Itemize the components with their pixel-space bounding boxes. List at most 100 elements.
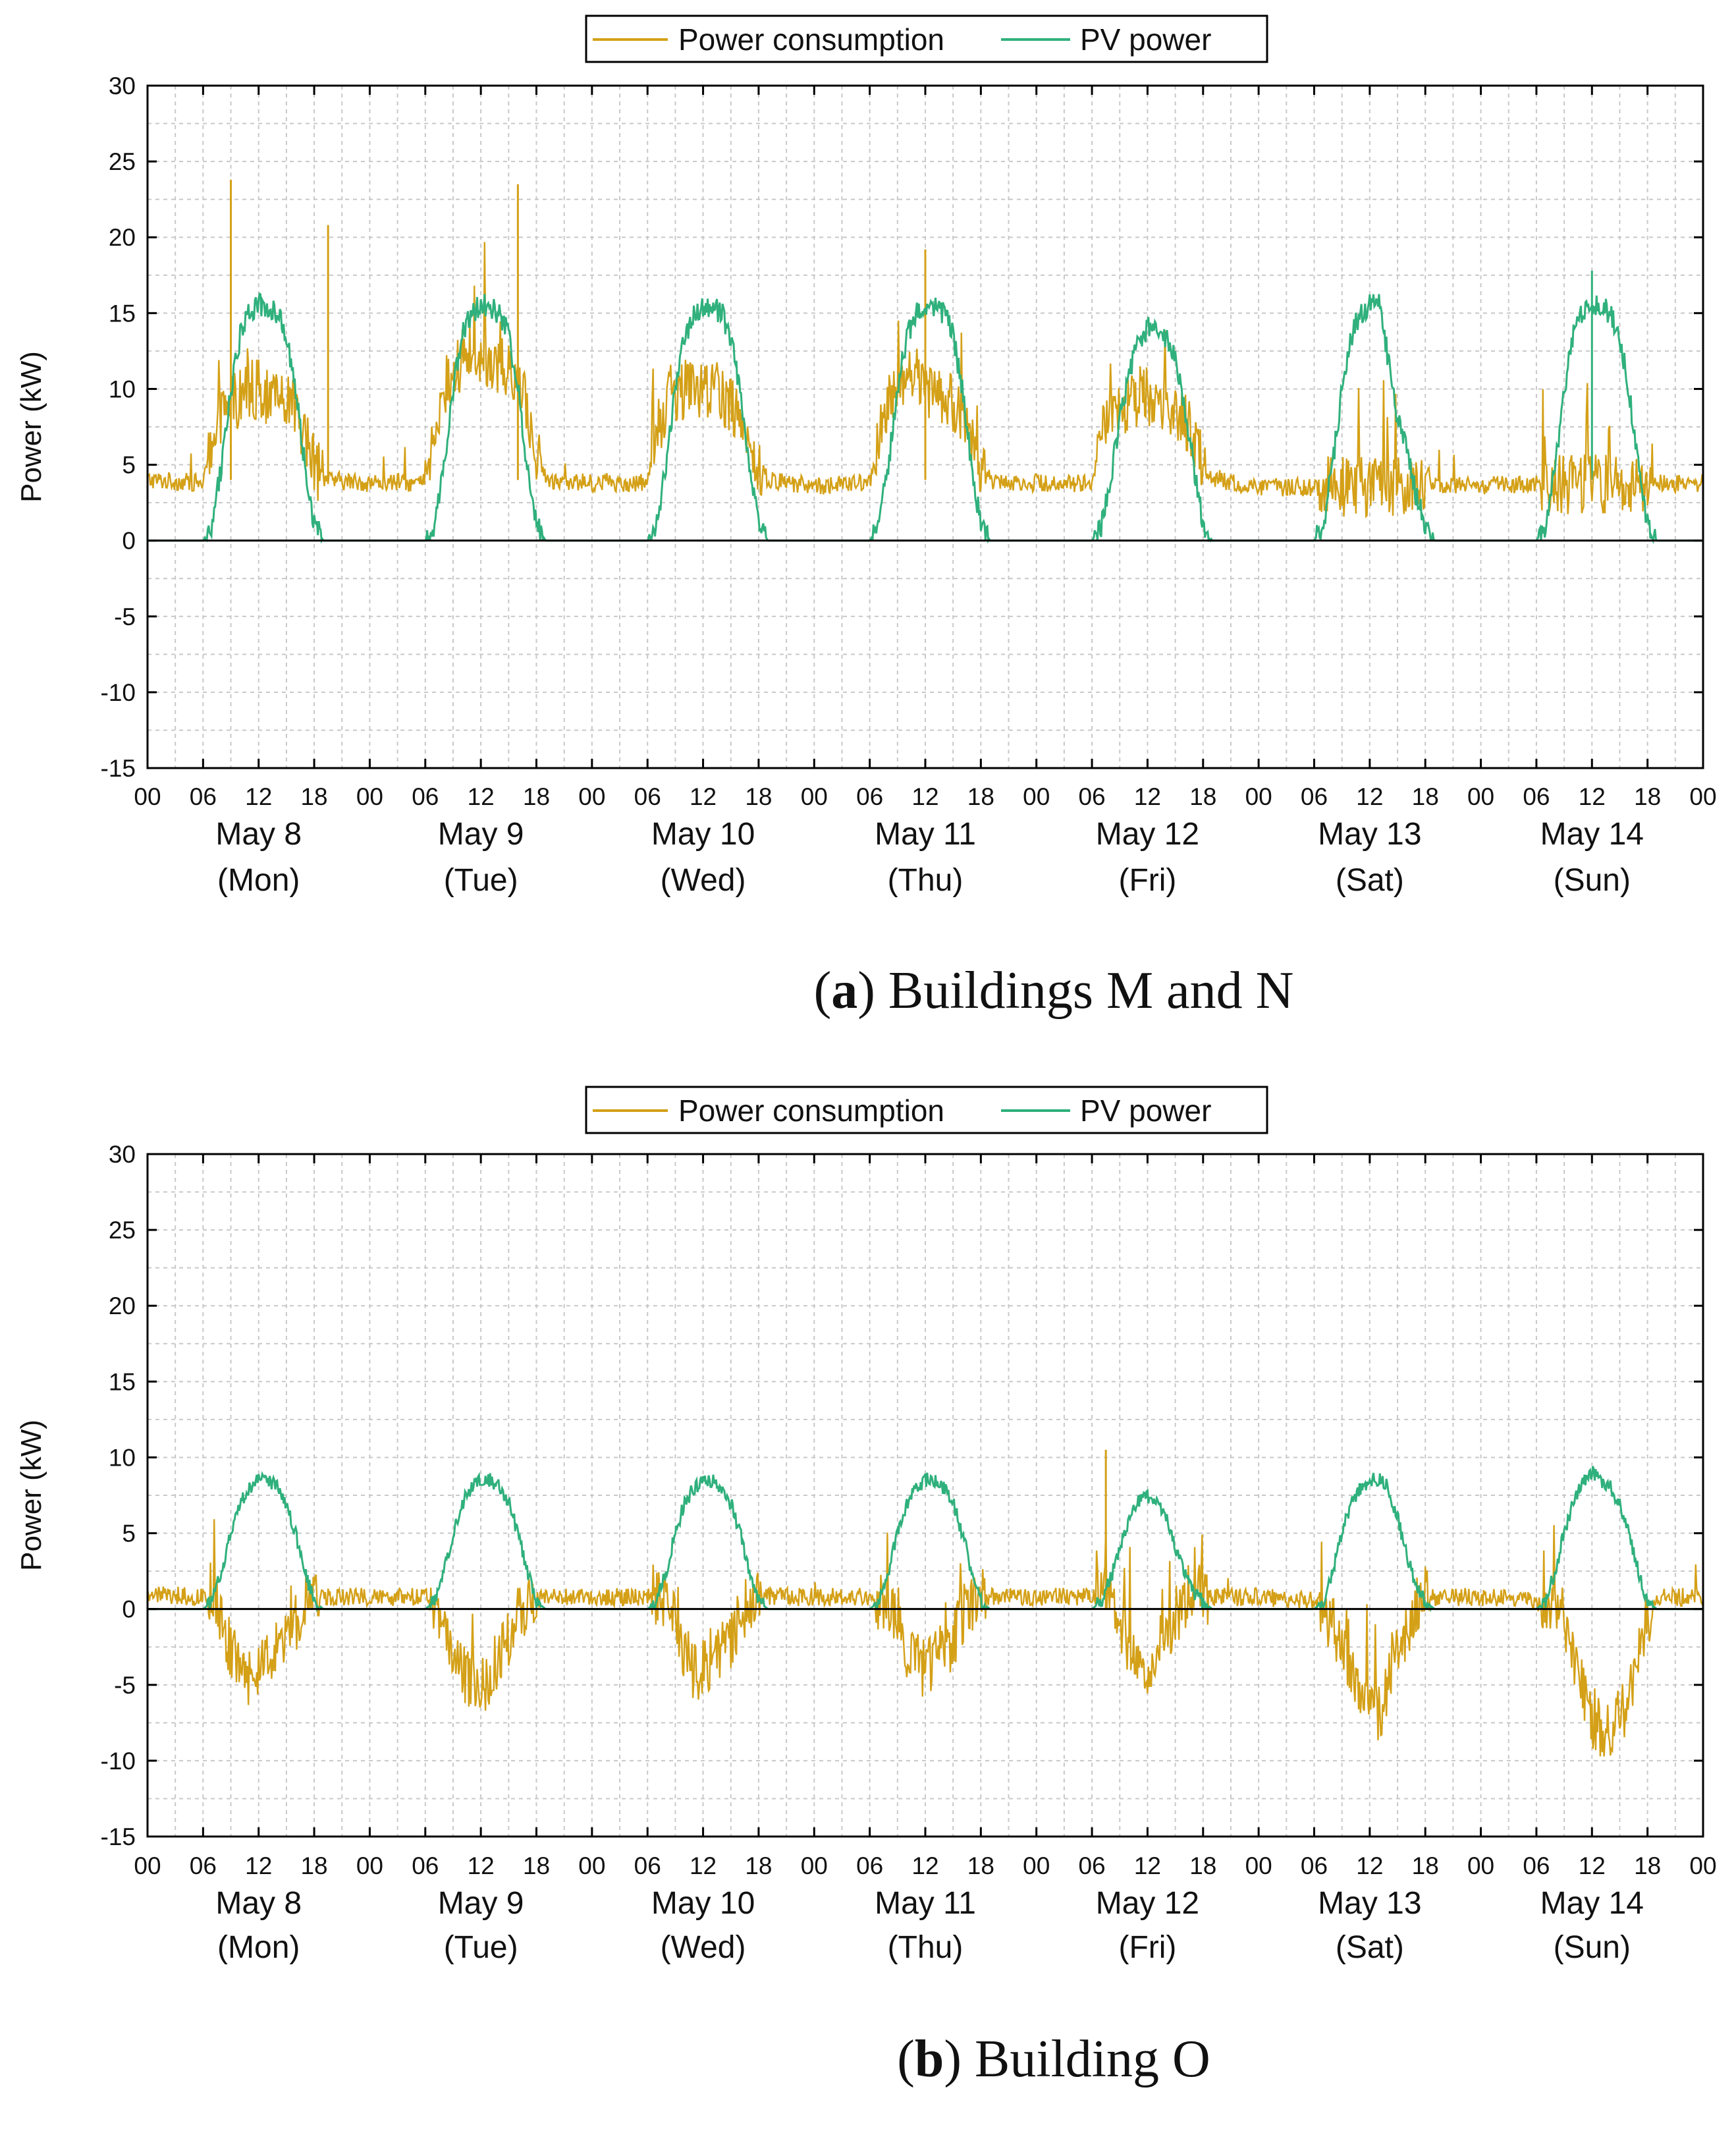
caption-close-paren: ) bbox=[944, 2030, 962, 2088]
day-weekday-label: (Tue) bbox=[444, 863, 518, 898]
x-tick-label: 12 bbox=[911, 1852, 938, 1879]
x-tick-label: 18 bbox=[300, 783, 327, 810]
x-tick-label: 06 bbox=[1523, 1852, 1550, 1879]
x-tick-label: 06 bbox=[1301, 783, 1328, 810]
day-date-label: May 13 bbox=[1318, 817, 1421, 852]
x-tick-label: 18 bbox=[745, 783, 772, 810]
day-date-label: May 9 bbox=[438, 1886, 524, 1921]
caption-text: Buildings M and N bbox=[875, 962, 1294, 1020]
y-tick-label: -10 bbox=[101, 679, 136, 706]
x-tick-label: 00 bbox=[1689, 783, 1716, 810]
x-tick-label: 18 bbox=[967, 1852, 994, 1879]
y-tick-label: -15 bbox=[101, 1823, 136, 1850]
panel-caption: (b) Building O bbox=[897, 2030, 1210, 2088]
x-tick-label: 06 bbox=[190, 783, 217, 810]
y-axis-label: Power (kW) bbox=[15, 351, 47, 503]
x-tick-label: 12 bbox=[1134, 783, 1161, 810]
y-tick-label: -15 bbox=[101, 755, 136, 782]
x-tick-label: 18 bbox=[1412, 1852, 1439, 1879]
x-tick-label: 06 bbox=[1301, 1852, 1328, 1879]
x-tick-label: 12 bbox=[690, 1852, 717, 1879]
caption-letter: a bbox=[831, 962, 857, 1020]
y-tick-label: 30 bbox=[109, 72, 136, 99]
x-tick-label: 00 bbox=[1245, 783, 1272, 810]
y-tick-label: 25 bbox=[109, 148, 136, 175]
day-date-label: May 10 bbox=[651, 1886, 755, 1921]
caption-open-paren: ( bbox=[814, 962, 832, 1020]
y-tick-label: 15 bbox=[109, 300, 136, 327]
x-tick-label: 00 bbox=[1467, 1852, 1494, 1879]
x-tick-label: 06 bbox=[1078, 1852, 1105, 1879]
day-weekday-label: (Thu) bbox=[888, 863, 963, 898]
day-date-label: May 8 bbox=[215, 817, 302, 852]
x-tick-label: 18 bbox=[523, 1852, 550, 1879]
x-tick-label: 12 bbox=[468, 1852, 495, 1879]
x-tick-label: 12 bbox=[1134, 1852, 1161, 1879]
legend-label-power-consumption: Power consumption bbox=[678, 22, 944, 57]
x-tick-label: 00 bbox=[578, 1852, 605, 1879]
x-tick-label: 06 bbox=[856, 1852, 883, 1879]
y-tick-label: 20 bbox=[109, 224, 136, 251]
y-tick-label: 5 bbox=[122, 1520, 136, 1547]
x-tick-label: 06 bbox=[412, 1852, 439, 1879]
day-date-label: May 10 bbox=[651, 817, 755, 852]
day-date-label: May 11 bbox=[875, 817, 976, 852]
caption-letter: b bbox=[915, 2030, 944, 2088]
day-weekday-label: (Tue) bbox=[444, 1930, 518, 1965]
y-tick-label: 10 bbox=[109, 375, 136, 402]
y-axis-label: Power (kW) bbox=[15, 1420, 47, 1571]
day-date-label: May 11 bbox=[875, 1886, 976, 1921]
day-date-label: May 12 bbox=[1096, 1886, 1199, 1921]
x-tick-label: 00 bbox=[1023, 1852, 1050, 1879]
day-weekday-label: (Sat) bbox=[1336, 1930, 1404, 1965]
day-weekday-label: (Fri) bbox=[1118, 863, 1176, 898]
x-tick-label: 12 bbox=[690, 783, 717, 810]
x-tick-label: 06 bbox=[190, 1852, 217, 1879]
y-tick-label: 20 bbox=[109, 1292, 136, 1319]
day-weekday-label: (Sun) bbox=[1554, 863, 1631, 898]
x-tick-label: 00 bbox=[134, 783, 161, 810]
day-weekday-label: (Mon) bbox=[217, 863, 300, 898]
x-tick-label: 06 bbox=[1078, 783, 1105, 810]
x-tick-label: 12 bbox=[245, 783, 272, 810]
day-date-label: May 8 bbox=[215, 1886, 302, 1921]
x-tick-label: 00 bbox=[1689, 1852, 1716, 1879]
x-tick-label: 12 bbox=[1579, 783, 1606, 810]
y-tick-label: 0 bbox=[122, 528, 136, 555]
x-tick-label: 18 bbox=[967, 783, 994, 810]
y-tick-label: 5 bbox=[122, 452, 136, 479]
day-weekday-label: (Sun) bbox=[1554, 1930, 1631, 1965]
day-weekday-label: (Wed) bbox=[661, 1930, 746, 1965]
caption-open-paren: ( bbox=[897, 2030, 915, 2088]
x-tick-label: 00 bbox=[356, 783, 383, 810]
x-tick-label: 00 bbox=[1245, 1852, 1272, 1879]
series-line-power-consumption bbox=[146, 1519, 1704, 1757]
x-tick-label: 18 bbox=[1189, 1852, 1216, 1879]
x-tick-label: 06 bbox=[1523, 783, 1550, 810]
day-date-label: May 12 bbox=[1096, 817, 1199, 852]
day-date-label: May 14 bbox=[1540, 817, 1644, 852]
x-tick-label: 12 bbox=[245, 1852, 272, 1879]
day-weekday-label: (Wed) bbox=[661, 863, 746, 898]
x-tick-label: 18 bbox=[1412, 783, 1439, 810]
x-tick-label: 06 bbox=[634, 1852, 661, 1879]
y-tick-label: -10 bbox=[101, 1748, 136, 1775]
x-tick-label: 00 bbox=[801, 1852, 828, 1879]
legend-box bbox=[585, 14, 1268, 63]
x-tick-label: 12 bbox=[468, 783, 495, 810]
x-tick-label: 00 bbox=[134, 1852, 161, 1879]
y-tick-label: -5 bbox=[114, 1672, 136, 1699]
x-tick-label: 18 bbox=[1634, 1852, 1661, 1879]
y-tick-label: -5 bbox=[114, 603, 136, 630]
y-tick-label: 30 bbox=[109, 1141, 136, 1168]
day-date-label: May 9 bbox=[438, 817, 524, 852]
x-tick-label: 06 bbox=[634, 783, 661, 810]
x-tick-label: 00 bbox=[1467, 783, 1494, 810]
x-tick-label: 06 bbox=[412, 783, 439, 810]
x-tick-label: 12 bbox=[1579, 1852, 1606, 1879]
y-tick-label: 10 bbox=[109, 1444, 136, 1471]
legend: Power consumption PV power bbox=[585, 1086, 1268, 1134]
